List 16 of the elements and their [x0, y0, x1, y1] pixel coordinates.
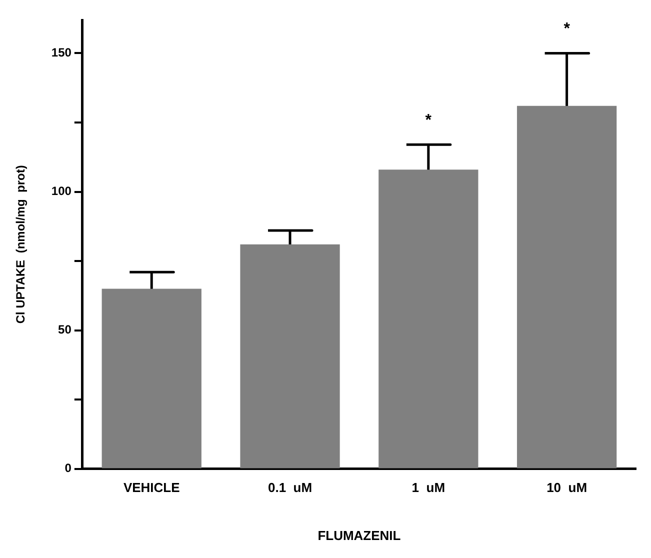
bar: [378, 170, 478, 468]
bar: [102, 288, 202, 468]
y-tick-label: 0: [64, 461, 72, 476]
annotation: *: [425, 112, 432, 130]
x-tick-label: VEHICLE: [123, 480, 180, 496]
y-tick-label: 150: [51, 46, 72, 60]
bar: [516, 106, 617, 468]
bar: [240, 244, 340, 468]
y-axis-title: Cl UPTAKE (nmol/mg prot): [14, 165, 28, 324]
x-tick-label: 10 uM: [546, 480, 588, 496]
y-tick-label: 50: [58, 322, 72, 337]
x-tick-label: 1 uM: [412, 480, 446, 496]
y-tick-label: 100: [51, 184, 72, 198]
x-tick-label: 0.1 uM: [268, 480, 312, 496]
x-axis-title: FLUMAZENIL: [318, 528, 401, 543]
annotation: *: [564, 20, 571, 38]
